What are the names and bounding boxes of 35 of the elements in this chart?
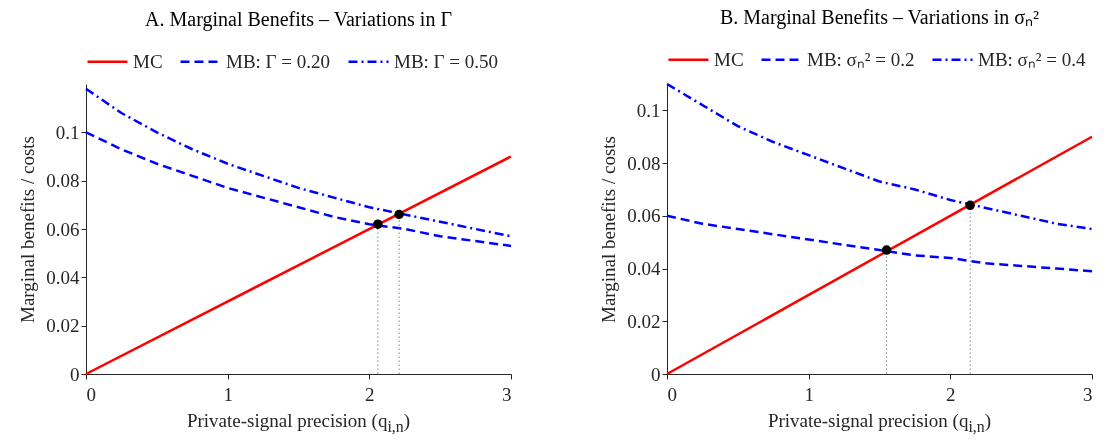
- y-tick-label: 0: [651, 363, 661, 385]
- x-axis-title: Private-signal precision (q$_{i,n}$): [766, 410, 993, 436]
- legend-label: MB: Γ = 0.50: [394, 50, 499, 72]
- x-tick-label: 2: [365, 383, 375, 405]
- legend-label: MB: Γ = 0.20: [226, 50, 331, 72]
- y-tick-label: 0.04: [627, 258, 661, 280]
- x-tick-label: 3: [502, 383, 512, 405]
- y-tick-label: 0.1: [55, 121, 80, 143]
- legend-label: MB: σₙ² = 0.2: [807, 48, 915, 70]
- x-tick-label: 2: [946, 383, 956, 405]
- legend-label: MC: [714, 48, 744, 70]
- chart-title: A. Marginal Benefits – Variations in Γ: [145, 8, 452, 31]
- y-tick-label: 0.04: [46, 266, 80, 288]
- chart-title: B. Marginal Benefits – Variations in σₙ²: [719, 6, 1040, 29]
- x-tick-label: 0: [86, 383, 96, 405]
- y-tick-label: 0.1: [636, 99, 661, 121]
- line-series: [665, 82, 1094, 231]
- y-tick-label: 0.06: [46, 218, 80, 240]
- x-tick-label: 0: [667, 383, 677, 405]
- x-tick-label: 1: [223, 383, 233, 405]
- line-series: [665, 214, 1094, 273]
- y-axis-title: Marginal benefits / costs: [17, 136, 39, 323]
- y-tick-label: 0.08: [627, 152, 661, 174]
- y-tick-label: 0.02: [627, 310, 661, 332]
- y-tick-label: 0.08: [46, 170, 80, 192]
- legend-label: MB: σₙ² = 0.4: [978, 48, 1086, 70]
- y-tick-label: 0.06: [627, 205, 661, 227]
- x-tick-label: 3: [1083, 383, 1093, 405]
- y-tick-label: 0.02: [46, 315, 80, 337]
- legend-label: MC: [133, 50, 163, 72]
- x-tick-label: 1: [804, 383, 814, 405]
- y-tick-label: 0: [70, 363, 80, 385]
- line-series: [84, 131, 513, 248]
- x-axis-title: Private-signal precision (q$_{i,n}$): [185, 410, 412, 436]
- y-axis-title: Marginal benefits / costs: [598, 136, 620, 323]
